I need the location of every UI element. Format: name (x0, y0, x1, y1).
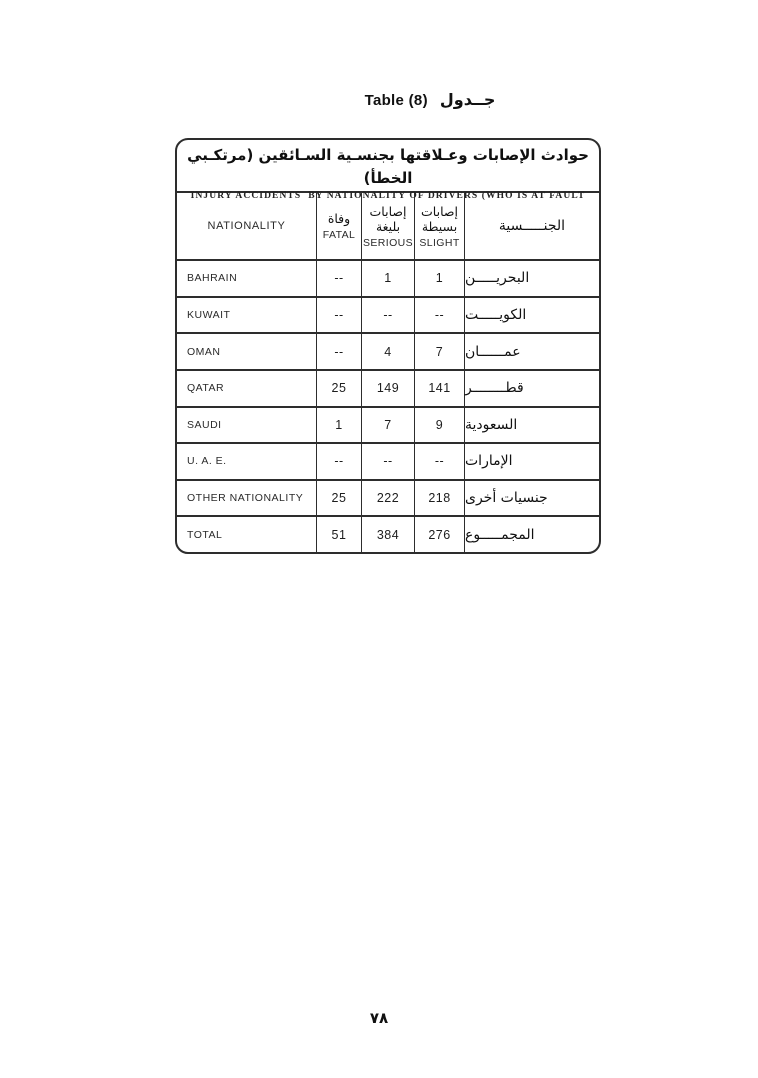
nationality-cell: OMAN (177, 334, 317, 369)
nationality-arabic-cell: عمــــــان (465, 343, 521, 360)
column-header-slight-label: SLIGHT (419, 236, 460, 249)
fatal-value: -- (317, 334, 362, 369)
column-headers-row: NATIONALITY وفاة FATAL إصابات بليغة SERI… (177, 193, 599, 261)
serious-value: 7 (362, 407, 415, 443)
table-title-arabic: حوادث الإصابات وعـلاقتها بجنسـية السـائق… (187, 146, 589, 188)
slight-value: 7 (415, 334, 465, 369)
slight-value: 9 (415, 407, 465, 443)
table-row-saudi: SAUDI 1 7 9 السعودية (177, 407, 599, 445)
nationality-cell: KUWAIT (177, 297, 317, 333)
nationality-cell: SAUDI (177, 407, 317, 443)
fatal-value: -- (317, 444, 362, 479)
slight-value: -- (415, 297, 465, 333)
page-title: Table (8) جــدول (300, 90, 560, 109)
column-header-slight-arabic-2: بسيطة (421, 218, 458, 234)
table-row-uae: U. A. E. -- -- -- الإمارات (177, 444, 599, 481)
serious-value: 1 (362, 261, 415, 296)
nationality-arabic-cell: الكويـــــت (465, 306, 527, 323)
table-row-other-nationality: OTHER NATIONALITY 25 222 218 جنسيات أخرى (177, 480, 599, 518)
table-row-bahrain: BAHRAIN -- 1 1 البحريـــــن (177, 261, 599, 298)
nationality-cell: TOTAL (177, 517, 317, 552)
page-title-english: Table (8) (364, 92, 428, 109)
table-row-kuwait: KUWAIT -- -- -- الكويـــــت (177, 297, 599, 335)
nationality-arabic-cell: البحريـــــن (465, 270, 530, 287)
column-header-slight-arabic-1: إصابات (421, 203, 458, 219)
column-header-nationality: NATIONALITY (177, 193, 317, 259)
nationality-cell: BAHRAIN (177, 261, 317, 296)
table-row-oman: OMAN -- 4 7 عمــــــان (177, 334, 599, 371)
slight-value: 1 (415, 261, 465, 296)
serious-value: 4 (362, 334, 415, 369)
nationality-arabic-cell: السعودية (465, 416, 518, 433)
fatal-value: 25 (317, 480, 362, 516)
column-header-serious: إصابات بليغة SERIOUS (362, 193, 415, 259)
column-header-fatal-label: FATAL (322, 229, 356, 241)
nationality-cell: OTHER NATIONALITY (177, 480, 317, 516)
column-header-nationality-arabic: الجنـــــسية (498, 218, 566, 234)
fatal-value: 25 (317, 370, 362, 406)
slight-value: -- (415, 444, 465, 479)
nationality-cell: U. A. E. (177, 444, 317, 479)
fatal-value: -- (317, 261, 362, 296)
serious-value: 149 (362, 370, 415, 406)
serious-value: -- (362, 297, 415, 333)
serious-value: 222 (362, 480, 415, 516)
table-subtitle-english: INJURY ACCIDENTS BY NATIONALITY OF DRIVE… (190, 190, 586, 201)
column-header-fatal: وفاة FATAL (317, 193, 362, 259)
column-header-serious-arabic-2: بليغة (375, 218, 401, 234)
column-header-slight: إصابات بسيطة SLIGHT (415, 193, 465, 259)
serious-value: 384 (362, 517, 415, 552)
nationality-cell: QATAR (177, 370, 317, 406)
nationality-arabic-cell: الإمارات (465, 453, 513, 470)
nationality-arabic-cell: المجمـــــوع (465, 526, 535, 543)
fatal-value: 51 (317, 517, 362, 552)
column-header-fatal-arabic: وفاة (327, 211, 351, 226)
slight-value: 218 (415, 480, 465, 516)
table-row-qatar: QATAR 25 149 141 قطــــــــر (177, 370, 599, 408)
serious-value: -- (362, 444, 415, 479)
nationality-arabic-cell: قطــــــــر (465, 380, 524, 397)
table-row-total: TOTAL 51 384 276 المجمـــــوع (177, 517, 599, 552)
fatal-value: 1 (317, 407, 362, 443)
slight-value: 141 (415, 370, 465, 406)
slight-value: 276 (415, 517, 465, 552)
nationality-arabic-cell: جنسيات أخرى (465, 490, 548, 507)
column-header-nationality-label: NATIONALITY (207, 220, 286, 232)
injury-accidents-table: حوادث الإصابات وعـلاقتها بجنسـية السـائق… (175, 138, 601, 554)
fatal-value: -- (317, 297, 362, 333)
page-number: ٧٨ (369, 1009, 389, 1027)
column-header-serious-arabic-1: إصابات (369, 203, 407, 219)
table-header-band: حوادث الإصابات وعـلاقتها بجنسـية السـائق… (177, 140, 599, 201)
column-header-serious-label: SERIOUS (362, 236, 414, 249)
page-title-arabic: جــدول (439, 90, 496, 109)
